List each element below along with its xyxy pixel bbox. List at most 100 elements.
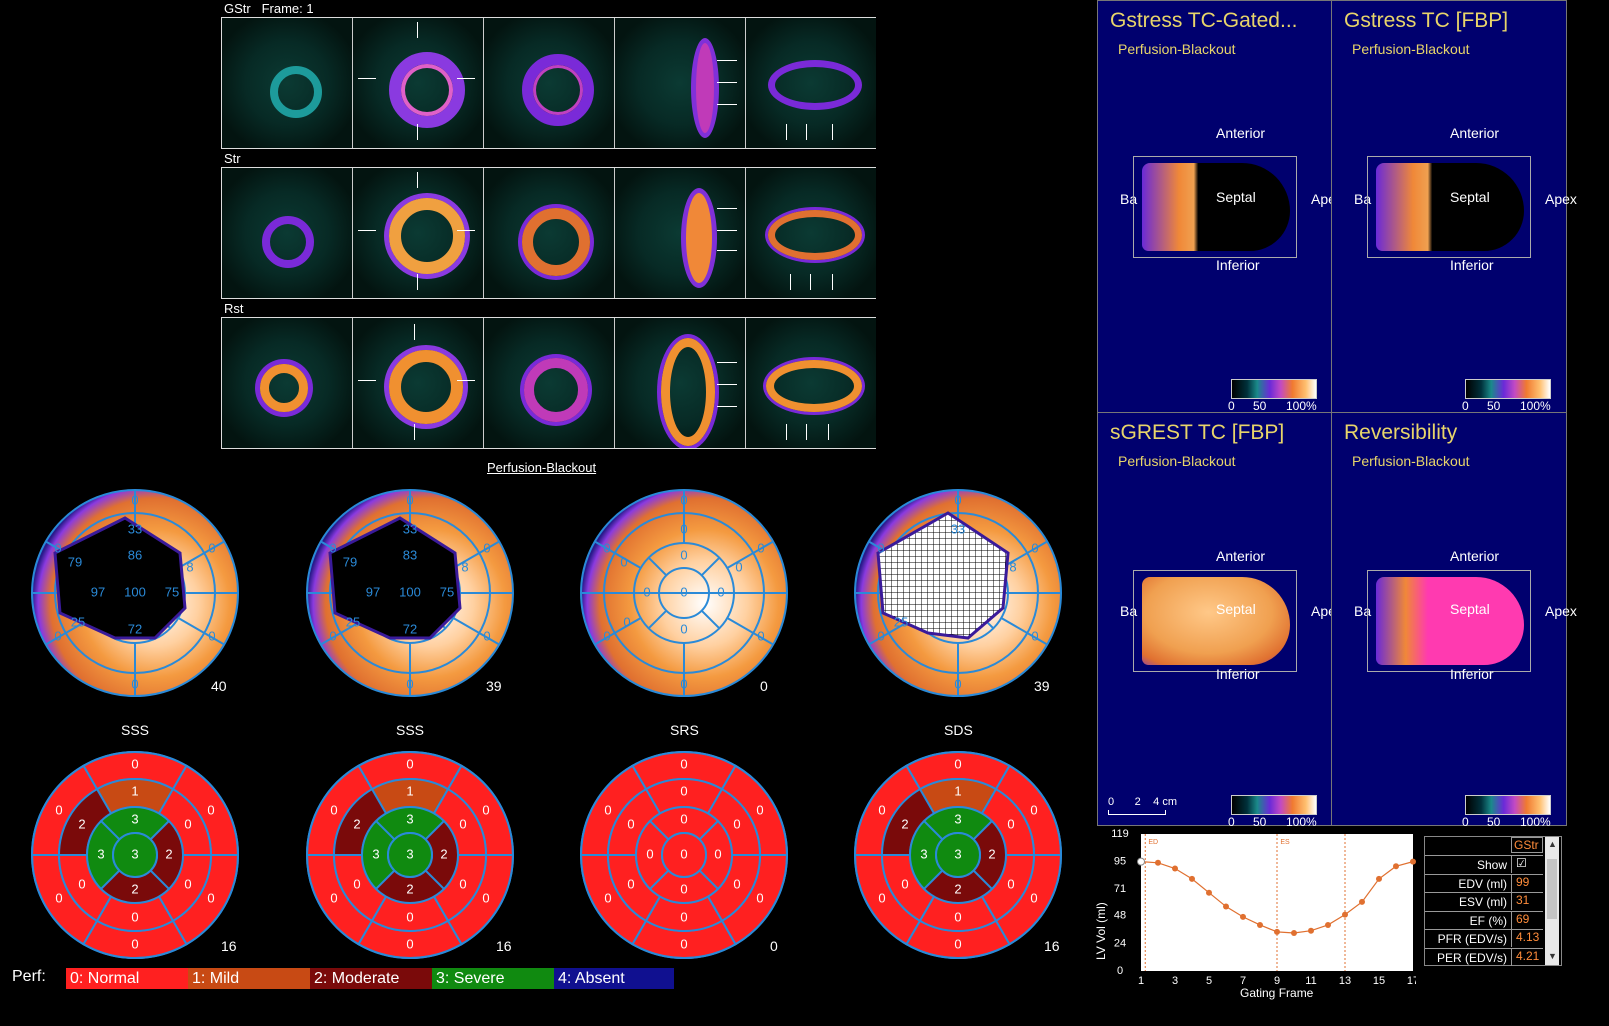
polar-outer-value: 0 [54, 540, 61, 555]
segment-value: 2 [440, 846, 447, 861]
crosshair-tick [717, 250, 737, 251]
colorbar-label-50: 50 [1253, 399, 1267, 413]
polar-map-4[interactable]: 33 8 25 0 0 0 0 0 0 [843, 478, 1073, 708]
segment-value: 0 [756, 890, 763, 905]
seg-map-title: SDS [944, 722, 973, 738]
slice-gstr-1[interactable] [222, 18, 353, 148]
slice-row-gstr[interactable] [221, 17, 876, 149]
segment-value: 0 [901, 876, 908, 891]
volume-curve-svg[interactable]: 1199571482401357911131517EDES [1098, 826, 1416, 1001]
table-row-key: EDV (ml) [1458, 876, 1507, 891]
slice-str-4[interactable] [615, 168, 746, 298]
polar-outer-value: 0 [131, 492, 138, 507]
view-panel-3[interactable]: sGREST TC [FBP] Perfusion-Blackout Anter… [1097, 412, 1343, 829]
polar-mid-value: 79 [343, 554, 357, 569]
volume-curve[interactable]: 1199571482401357911131517EDES Gating Fra… [1098, 826, 1416, 1026]
y-tick-label: 48 [1114, 910, 1126, 922]
segment-value: 0 [406, 936, 413, 951]
colormap-link[interactable]: Perfusion-Blackout [487, 460, 597, 475]
polar-map-2[interactable]: 100 83 97 75 72 33 79 8 25 0 0 0 0 0 0 [295, 478, 525, 708]
label-septal: Septal [1450, 189, 1490, 205]
polar-outer-value: 0 [954, 676, 961, 691]
row-str-label: Str [224, 151, 241, 166]
polar-divider [452, 540, 500, 569]
label-base: Ba [1354, 191, 1372, 207]
volume-point [1342, 911, 1348, 918]
panel-colormap[interactable]: Perfusion-Blackout [1118, 41, 1236, 57]
polar-inner-value: 97 [91, 584, 105, 599]
segment-value: 0 [330, 890, 337, 905]
segment-value: 0 [680, 756, 687, 771]
slice-row-rst[interactable] [221, 317, 876, 449]
view-panel-4[interactable]: Reversibility Perfusion-Blackout Anterio… [1331, 412, 1577, 829]
x-tick-label: 11 [1305, 975, 1316, 987]
slice-rst-5[interactable] [746, 318, 876, 448]
lv-surface-render[interactable] [1142, 163, 1290, 251]
segment-value: 0 [714, 846, 721, 861]
polar-outer-value: 0 [54, 628, 61, 643]
polar-divider [700, 556, 721, 577]
lv-surface-render[interactable] [1376, 577, 1524, 665]
slice-str-5[interactable] [746, 168, 876, 298]
slice-row-str[interactable] [221, 167, 876, 299]
segment-value: 0 [733, 876, 740, 891]
slice-rst-4[interactable] [615, 318, 746, 448]
lv-surface-render[interactable] [1142, 577, 1290, 665]
slice-rst-1[interactable] [222, 318, 353, 448]
polar-outer-value: 0 [757, 540, 764, 555]
segment-value: 0 [756, 802, 763, 817]
label-inferior: Inferior [1216, 257, 1260, 273]
scroll-down-icon[interactable]: ▼ [1548, 951, 1557, 961]
lv-surface-render[interactable] [1376, 163, 1524, 251]
perf-legend: 0: Normal 1: Mild 2: Moderate 3: Severe 4: A… [66, 968, 674, 989]
segment-value: 0 [733, 816, 740, 831]
slice-gstr-5[interactable] [746, 18, 876, 148]
polar-divider [1000, 617, 1048, 646]
volume-point [1189, 875, 1195, 882]
show-checkbox[interactable]: ☑ [1511, 856, 1543, 873]
segment-value: 0 [604, 802, 611, 817]
colorbar [1231, 795, 1317, 815]
table-scrollbar[interactable]: ▲ ▼ [1545, 837, 1559, 965]
table-row: ESV (ml) 31 [1425, 892, 1543, 910]
panel-colormap[interactable]: Perfusion-Blackout [1352, 453, 1470, 469]
crosshair-tick [717, 82, 737, 83]
crosshair-tick [790, 274, 791, 290]
seg-total-score: 16 [496, 938, 512, 954]
slice-str-2[interactable] [353, 168, 484, 298]
slice-gstr-2[interactable] [353, 18, 484, 148]
segment-value: 2 [353, 816, 360, 831]
y-tick-label: 0 [1117, 965, 1123, 977]
polar-outer-value: 0 [1031, 628, 1038, 643]
slice-str-1[interactable] [222, 168, 353, 298]
polar-inner-value: 97 [366, 584, 380, 599]
legend-item: 0: Normal [66, 968, 188, 989]
slice-str-3[interactable] [484, 168, 615, 298]
x-tick-label: 9 [1274, 975, 1280, 987]
crosshair-tick [358, 380, 376, 381]
scroll-up-icon[interactable]: ▲ [1548, 839, 1557, 849]
row-gstr-label: GStr Frame: 1 [224, 1, 314, 16]
slice-rst-2[interactable] [353, 318, 484, 448]
slice-gstr-3[interactable] [484, 18, 615, 148]
table-row: PFR (EDV/s) 4.13 [1425, 929, 1543, 947]
frame-cursor[interactable] [1137, 857, 1145, 866]
slice-rst-3[interactable] [484, 318, 615, 448]
polar-map-1[interactable]: 100 86 97 75 72 33 79 8 25 0 0 0 0 0 0 [20, 478, 250, 708]
view-panel-2[interactable]: Gstress TC [FBP] Perfusion-Blackout Ante… [1331, 0, 1577, 414]
segment-outline [306, 751, 514, 959]
view-panel-1[interactable]: Gstress TC-Gated... Perfusion-Blackout A… [1097, 0, 1336, 414]
scroll-thumb[interactable] [1547, 859, 1557, 919]
slice-gstr-4[interactable] [615, 18, 746, 148]
panel-colormap[interactable]: Perfusion-Blackout [1352, 41, 1470, 57]
bounding-box [1133, 156, 1297, 258]
panel-colormap[interactable]: Perfusion-Blackout [1118, 453, 1236, 469]
polar-outer-value: 0 [954, 492, 961, 507]
table-row: Show ☑ [1425, 855, 1543, 873]
segment-value: 0 [954, 909, 961, 924]
